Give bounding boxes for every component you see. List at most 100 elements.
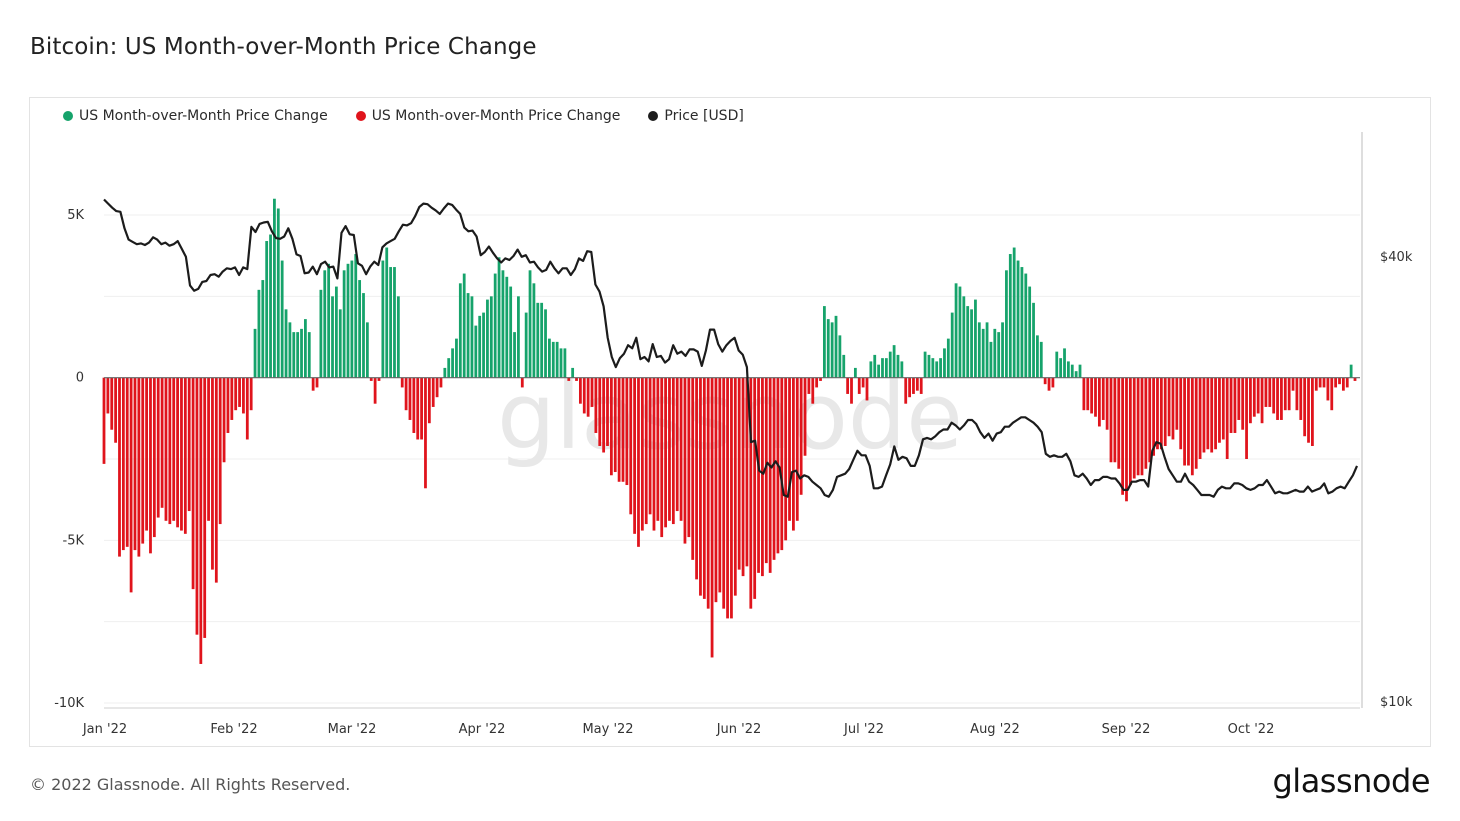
bar-positive	[513, 332, 516, 378]
bar-positive	[1349, 364, 1353, 378]
watermark-text: glassnode	[497, 363, 963, 470]
bar-negative	[1090, 377, 1094, 414]
bar-negative	[668, 377, 671, 521]
bar-negative	[1082, 377, 1086, 411]
bar-positive	[559, 348, 563, 378]
y-right-tick-label: $10k	[1380, 695, 1413, 710]
bar-negative	[195, 377, 199, 635]
bar-positive	[265, 241, 269, 378]
bar-positive	[346, 263, 350, 378]
bar-positive	[486, 299, 489, 378]
bar-positive	[1005, 270, 1008, 378]
bar-negative	[129, 377, 133, 593]
bar-positive	[1039, 341, 1043, 378]
bar-positive	[288, 322, 292, 378]
legend-item-price[interactable]: Price [USD]	[648, 108, 744, 124]
bar-positive	[396, 296, 400, 378]
bar-positive	[997, 332, 1001, 378]
bar-negative	[1311, 377, 1314, 446]
bar-positive	[970, 309, 973, 378]
bar-negative	[764, 377, 768, 564]
bar-negative	[648, 377, 652, 515]
bar-positive	[292, 332, 296, 378]
bar-negative	[594, 377, 598, 433]
bar-positive	[1074, 371, 1078, 378]
bar-negative	[671, 377, 675, 525]
bar-negative	[865, 377, 869, 401]
bar-positive	[455, 338, 458, 378]
y-left-tick-label: 5K	[67, 208, 84, 223]
bar-negative	[1132, 377, 1136, 479]
bar-negative	[904, 377, 908, 404]
bar-positive	[517, 296, 520, 378]
bar-negative	[1105, 377, 1109, 430]
x-tick-label: Aug '22	[970, 722, 1020, 737]
bar-negative	[230, 377, 234, 420]
bar-positive	[524, 312, 528, 378]
bar-negative	[1187, 377, 1190, 466]
x-tick-label: Jul '22	[843, 722, 884, 737]
legend-item-negative[interactable]: US Month-over-Month Price Change	[355, 108, 620, 124]
footer-brand-logo: glassnode	[1272, 762, 1430, 800]
bar-negative	[1051, 377, 1055, 388]
bar-negative	[226, 377, 230, 433]
bar-negative	[1136, 377, 1140, 476]
bar-negative	[1268, 377, 1272, 407]
bar-negative	[784, 377, 788, 541]
bar-positive	[838, 335, 842, 378]
bar-negative	[795, 377, 799, 521]
bar-positive	[334, 286, 338, 378]
bar-negative	[1245, 377, 1248, 459]
bar-negative	[590, 377, 594, 407]
bar-negative	[919, 377, 923, 394]
bar-negative	[1148, 377, 1152, 463]
bar-negative	[1210, 377, 1214, 453]
bar-positive	[540, 302, 544, 378]
bar-negative	[311, 377, 315, 391]
bar-negative	[1241, 377, 1245, 430]
bar-positive	[451, 348, 454, 378]
bar-positive	[257, 289, 261, 378]
legend-label-price: Price [USD]	[664, 108, 744, 124]
bar-negative	[640, 377, 644, 531]
bar-negative	[652, 377, 656, 531]
bar-positive	[1078, 364, 1082, 378]
bar-negative	[609, 377, 613, 476]
bar-negative	[644, 377, 648, 525]
bar-negative	[691, 377, 695, 560]
bar-positive	[555, 341, 559, 378]
bar-negative	[199, 377, 203, 664]
bar-positive	[892, 345, 896, 378]
bar-negative	[1330, 377, 1334, 411]
bar-negative	[1214, 377, 1217, 450]
bar-positive	[935, 361, 939, 378]
bar-negative	[633, 377, 637, 534]
bar-positive	[1028, 286, 1032, 378]
bar-negative	[1163, 377, 1167, 446]
bar-positive	[385, 247, 389, 378]
legend-item-positive[interactable]: US Month-over-Month Price Change	[63, 108, 328, 124]
bar-positive	[447, 358, 451, 378]
bar-positive	[284, 309, 288, 378]
bar-positive	[1070, 364, 1074, 378]
bar-positive	[296, 332, 300, 378]
bar-negative	[520, 377, 524, 388]
bar-positive	[381, 260, 385, 378]
legend-dot-positive	[63, 111, 73, 121]
bar-negative	[1094, 377, 1097, 417]
bar-negative	[238, 377, 241, 407]
bar-negative	[1341, 377, 1345, 391]
x-tick-label: Sep '22	[1102, 722, 1151, 737]
bar-negative	[145, 377, 148, 531]
bar-negative	[1334, 377, 1338, 388]
bar-negative	[172, 377, 176, 521]
bar-negative	[1353, 377, 1357, 381]
bar-negative	[1194, 377, 1198, 469]
bar-positive	[826, 319, 830, 378]
bar-negative	[420, 377, 423, 440]
bar-positive	[842, 354, 846, 378]
bar-negative	[1206, 377, 1210, 450]
bar-negative	[741, 377, 745, 577]
bar-negative	[373, 377, 377, 404]
bar-negative	[1338, 377, 1341, 385]
